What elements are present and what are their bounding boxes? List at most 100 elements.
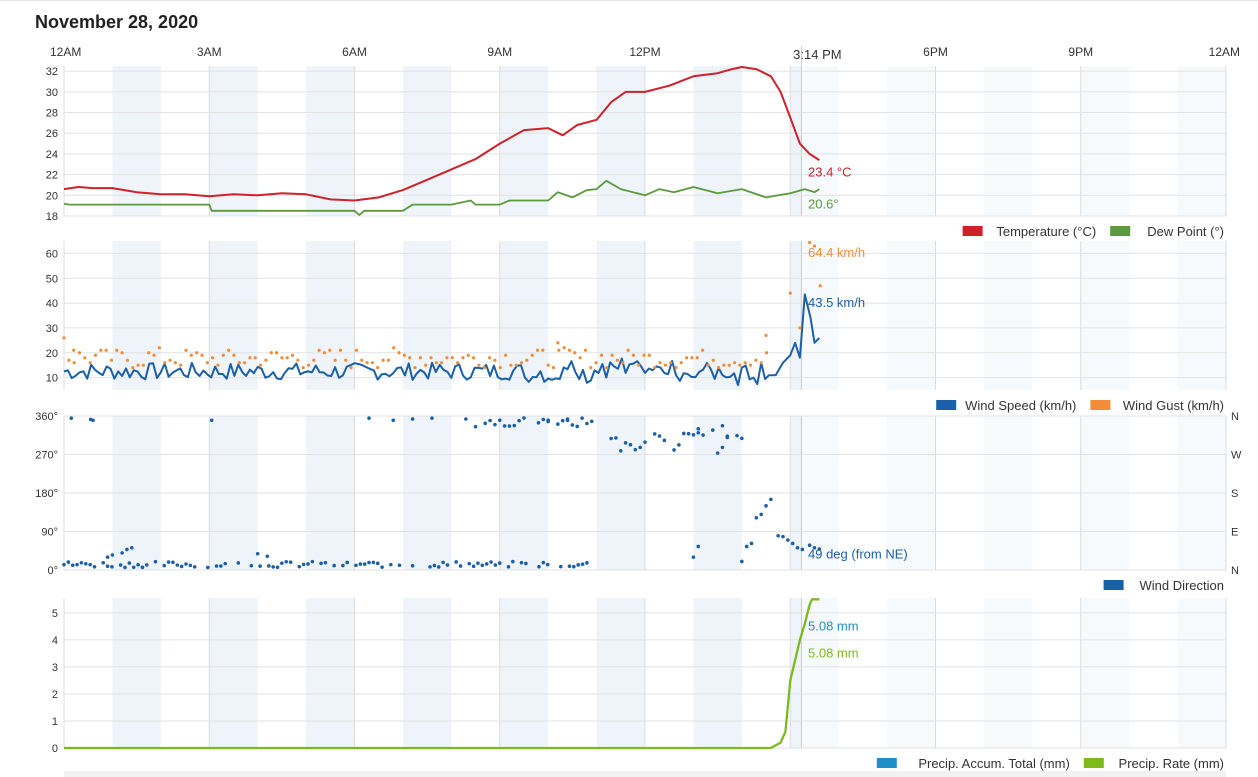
wind-gust-point xyxy=(743,361,747,365)
wind-direction-point xyxy=(681,431,686,436)
wind-gust-point xyxy=(360,358,364,362)
wind-gust-point xyxy=(173,361,177,365)
wind-gust-point xyxy=(732,361,737,365)
temperature-end-label: 23.4 °C xyxy=(808,165,852,180)
wind-gust-point xyxy=(216,363,220,367)
wind-gust-point xyxy=(62,336,66,340)
wind-direction-point xyxy=(776,533,780,538)
wind-direction-point xyxy=(375,561,380,566)
legend-label: Precip. Rate (mm) xyxy=(1119,756,1224,771)
wind-direction-point xyxy=(536,421,541,425)
wind-direction-point xyxy=(436,565,441,569)
wind-direction-point xyxy=(754,516,759,520)
wind-direction-point xyxy=(341,563,345,568)
wind-gust-point xyxy=(642,353,646,357)
y-tick-label: 270° xyxy=(35,450,58,462)
wind-gust-point xyxy=(759,361,763,365)
wind-direction-point xyxy=(319,561,323,566)
wind-direction-point xyxy=(192,565,197,569)
wind-gust-point xyxy=(556,341,560,345)
wind-direction-point xyxy=(558,564,563,569)
now-time-label: 3:14 PM xyxy=(793,47,841,62)
wind-direction-point xyxy=(454,560,458,564)
wind-direction-points xyxy=(62,416,822,570)
wind-direction-point xyxy=(628,442,633,447)
hour-band xyxy=(402,66,452,216)
wind-gust-point xyxy=(647,353,651,357)
hour-band xyxy=(306,66,355,216)
hour-band xyxy=(209,66,258,216)
wind-direction-point xyxy=(567,564,572,569)
hour-band xyxy=(693,241,742,390)
wind-direction-point xyxy=(541,417,546,422)
wind-gust-point xyxy=(67,358,71,362)
wind-direction-point xyxy=(576,563,580,567)
compass-tick-label: E xyxy=(1231,527,1238,539)
wind-gust-point xyxy=(290,353,295,357)
wind-direction-point xyxy=(432,563,437,568)
y-tick-label: 4 xyxy=(52,635,58,647)
hour-band xyxy=(596,241,645,390)
hour-band xyxy=(306,241,355,390)
panel-4-background xyxy=(63,598,1227,748)
wind-gust-point xyxy=(376,366,380,370)
wind-direction-point xyxy=(672,448,676,452)
y-tick-label: 0° xyxy=(47,565,58,577)
wind-gust-point xyxy=(450,356,454,360)
wind-direction-point xyxy=(565,418,570,423)
wind-gust-point xyxy=(493,358,497,362)
panel-1-legend: Dew Point (°) Temperature (°C) xyxy=(962,224,1224,239)
wind-gust-point xyxy=(477,363,481,367)
wind-direction-point xyxy=(441,560,445,565)
wind-direction-point xyxy=(570,423,575,427)
dew-point-end-label: 20.6° xyxy=(808,197,839,212)
next-panel-strip xyxy=(64,771,1226,777)
wind-direction-point xyxy=(153,559,158,564)
wind-direction-point xyxy=(249,563,254,568)
wind-direction-point xyxy=(70,563,75,568)
wind-gust-point xyxy=(514,363,518,367)
wind-gust-point xyxy=(503,353,508,357)
precip-rate-line xyxy=(64,598,820,750)
wind-direction-point xyxy=(397,563,402,568)
hour-band xyxy=(306,598,355,748)
wind-direction-point xyxy=(458,564,463,568)
wind-direction-point xyxy=(271,565,275,569)
hour-band xyxy=(402,598,452,748)
wind-gust-point xyxy=(487,356,492,360)
wind-gust-point xyxy=(461,356,465,360)
wind-direction-point xyxy=(786,538,790,542)
time-axis-label: 12AM xyxy=(50,45,81,59)
future-shade xyxy=(801,241,1226,390)
panel-3-legend: Wind Direction xyxy=(1103,578,1224,593)
wind-gust-point xyxy=(296,358,300,362)
wind-gust-point xyxy=(722,363,726,367)
wind-direction-point xyxy=(696,427,701,431)
panel-2-y-axis: 10 20 30 40 50 60 xyxy=(46,248,1226,385)
wind-direction-point xyxy=(205,565,210,570)
wind-gust-point xyxy=(115,348,119,352)
wind-gust-point xyxy=(679,361,683,365)
wind-gust-point xyxy=(99,348,103,352)
wind-direction-point xyxy=(144,563,149,567)
panel-3-y-axis: 0° 90° 180° 270° 360° xyxy=(35,411,1226,577)
wind-speed-line xyxy=(63,293,821,386)
wind-gust-point xyxy=(184,348,188,352)
time-axis-label: 6AM xyxy=(342,45,367,59)
wind-gust-point xyxy=(498,366,502,370)
precip-total-end-label: 5.08 mm xyxy=(808,618,859,633)
wind-direction-point xyxy=(464,417,468,421)
wind-gust-point xyxy=(615,358,620,362)
legend-swatch xyxy=(876,758,897,768)
wind-direction-point xyxy=(445,563,450,567)
wind-gust-point xyxy=(402,353,406,357)
wind-gust-point xyxy=(258,363,263,367)
time-axis-label: 9AM xyxy=(487,45,512,59)
wind-direction-point xyxy=(740,436,744,441)
wind-direction-point xyxy=(110,565,114,569)
wind-gust-point xyxy=(631,353,635,357)
wind-gust-point xyxy=(541,348,545,352)
compass-tick-label: W xyxy=(1231,450,1242,462)
wind-direction-point xyxy=(306,562,310,566)
time-axis-label: 12AM xyxy=(1209,45,1240,59)
